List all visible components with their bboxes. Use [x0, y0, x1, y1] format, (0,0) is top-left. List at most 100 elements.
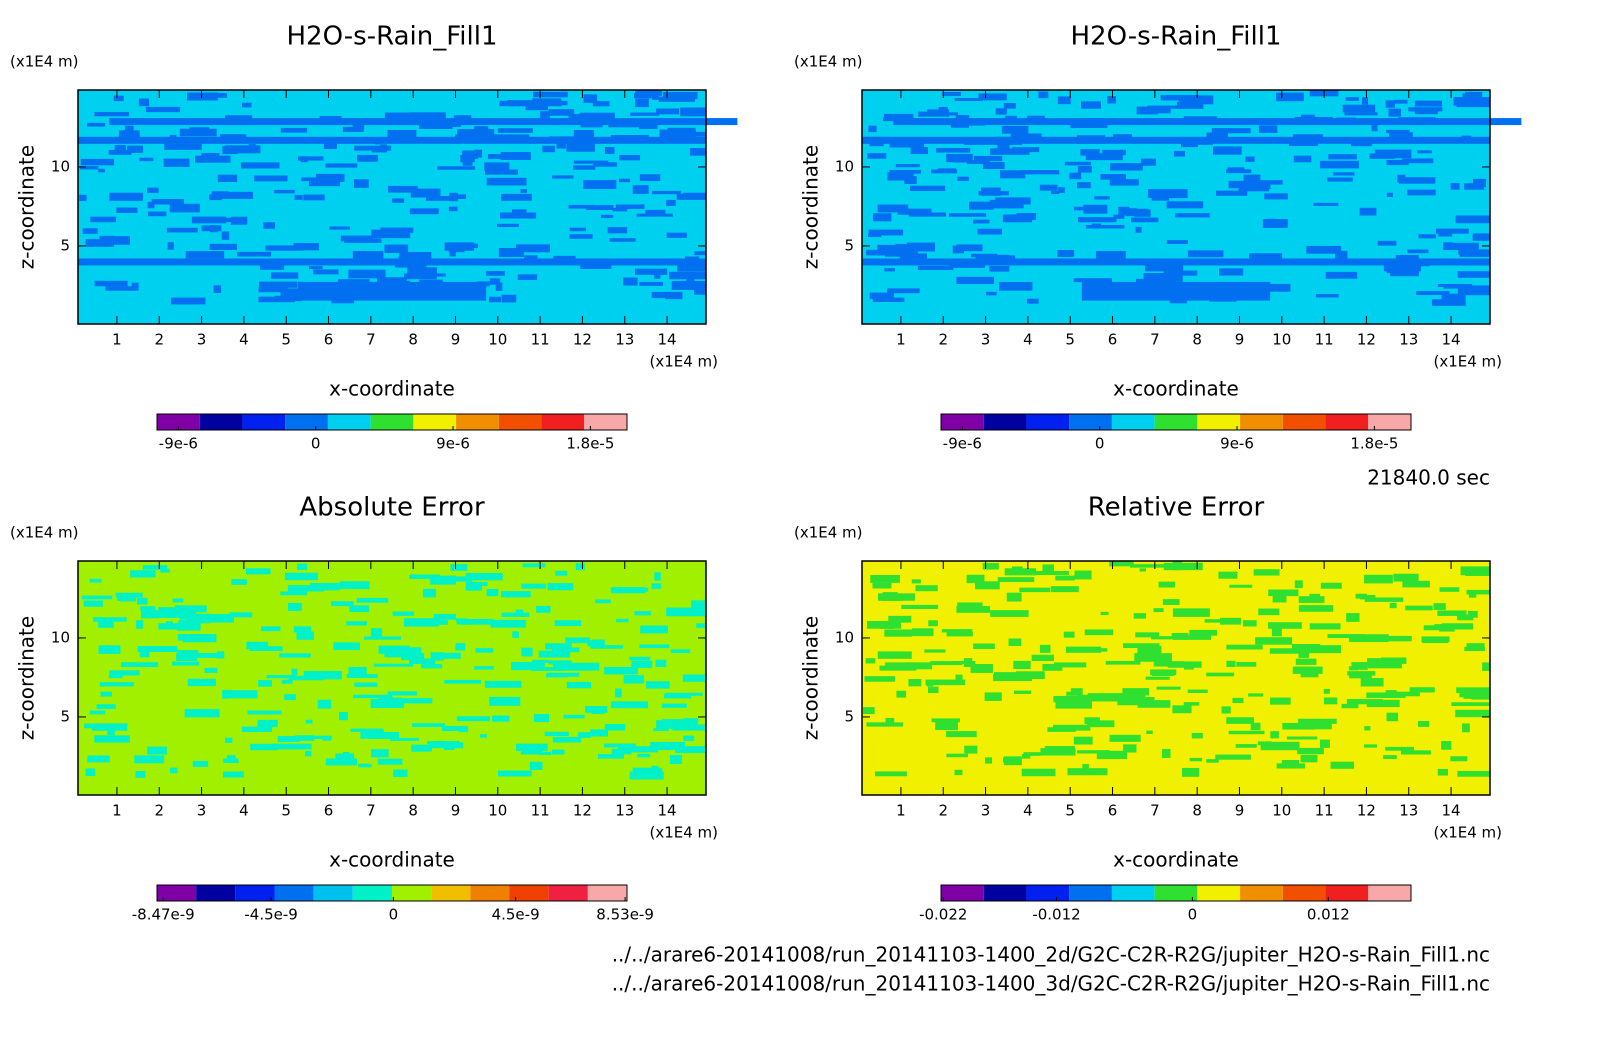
field-cell: [409, 208, 439, 215]
field-cell: [356, 597, 389, 603]
field-cell: [1206, 132, 1228, 141]
field-cell: [990, 610, 1029, 617]
field-cell: [242, 102, 252, 108]
field-cell: [1409, 687, 1435, 693]
field-cell: [604, 146, 615, 154]
field-cell: [612, 207, 628, 212]
field-cell: [470, 243, 479, 249]
field-cell: [337, 279, 370, 284]
field-cell: [866, 620, 902, 629]
field-cell: [308, 266, 323, 270]
field-cell: [139, 651, 150, 658]
field-cell: [993, 672, 1032, 676]
field-cell: [970, 663, 993, 673]
colorbar-box: [1197, 885, 1241, 901]
field-cell: [329, 226, 351, 230]
field-cell: [975, 254, 1010, 261]
x-tick-label: 3: [981, 802, 991, 820]
field-cell: [1351, 662, 1368, 670]
field-cell: [90, 216, 117, 223]
field-cell: [1386, 129, 1410, 134]
field-cell: [1070, 648, 1108, 652]
x-tick-label: 5: [1065, 331, 1075, 349]
field-cell: [455, 618, 467, 622]
field-cell: [1345, 97, 1359, 101]
field-cell: [1435, 228, 1469, 234]
field-cell: [380, 227, 414, 234]
field-cell: [1058, 187, 1065, 194]
field-cell: [1206, 672, 1235, 677]
field-cell: [694, 251, 706, 256]
field-cell: [346, 674, 378, 678]
field-cell: [1039, 644, 1051, 653]
field-cell: [444, 242, 475, 251]
field-cell: [1006, 592, 1022, 602]
field-cell: [866, 249, 897, 256]
field-cell: [265, 245, 305, 251]
field-cell: [1100, 611, 1109, 616]
colorbar-box: [456, 414, 499, 430]
field-cell: [185, 251, 225, 259]
field-cell: [1003, 103, 1016, 109]
field-cell: [866, 722, 903, 727]
colorbar-box: [196, 885, 236, 901]
x-tick-label: 6: [324, 331, 334, 349]
field-cell: [484, 162, 510, 171]
x-tick-label: 7: [1150, 802, 1160, 820]
x-tick-label: 2: [938, 331, 948, 349]
x-tick-label: 7: [366, 331, 376, 349]
field-cell: [348, 666, 367, 675]
x-tick-label: 10: [1272, 331, 1291, 349]
field-cell: [930, 661, 963, 666]
field-cell: [1407, 249, 1429, 254]
field-cell: [908, 679, 922, 687]
field-cell: [583, 94, 598, 103]
field-cell: [263, 222, 275, 229]
field-cell: [604, 666, 638, 675]
field-cell: [305, 719, 313, 724]
field-cell: [566, 143, 595, 152]
field-cell: [680, 282, 705, 287]
field-cell: [1306, 245, 1342, 254]
colorbar-frame: [940, 884, 1412, 902]
field-cell: [1463, 690, 1490, 699]
field-cell: [1211, 128, 1251, 134]
field-cell: [607, 227, 628, 234]
field-cell: [1383, 755, 1397, 760]
field-cell: [221, 191, 253, 199]
field-cell: [545, 643, 572, 650]
field-cell: [257, 719, 278, 728]
field-band: [1081, 281, 1271, 301]
field-cell: [520, 189, 527, 193]
field-cell: [1293, 155, 1312, 163]
field-cell: [640, 625, 668, 634]
field-cell: [1215, 754, 1251, 760]
field-cell: [955, 114, 970, 120]
field-cell: [1069, 172, 1082, 180]
field-cell: [94, 735, 130, 743]
colorbar-box: [1240, 885, 1283, 901]
colorbar-label: 0: [1095, 435, 1105, 453]
field-cell: [1385, 690, 1397, 698]
colorbar-box: [548, 885, 588, 901]
field-cell: [554, 620, 582, 627]
field-cell: [331, 601, 354, 607]
field-cell: [1466, 589, 1490, 595]
field-cell: [261, 626, 281, 632]
field-cell: [665, 295, 683, 300]
field-cell: [901, 604, 939, 610]
field-cell: [371, 149, 388, 153]
field-cell: [1443, 242, 1453, 250]
plot-frame: [861, 560, 1491, 796]
field-cell: [1437, 610, 1467, 616]
field-cell: [656, 108, 680, 115]
field-cell: [956, 276, 995, 284]
field-cell: [323, 142, 337, 150]
colorbar-box: [1026, 885, 1070, 901]
field-cell: [392, 611, 415, 616]
field-cell: [344, 238, 382, 243]
field-cell: [1313, 202, 1339, 206]
field-cell: [130, 570, 156, 578]
field-band: [78, 258, 706, 266]
colorbar-box: [587, 885, 627, 901]
